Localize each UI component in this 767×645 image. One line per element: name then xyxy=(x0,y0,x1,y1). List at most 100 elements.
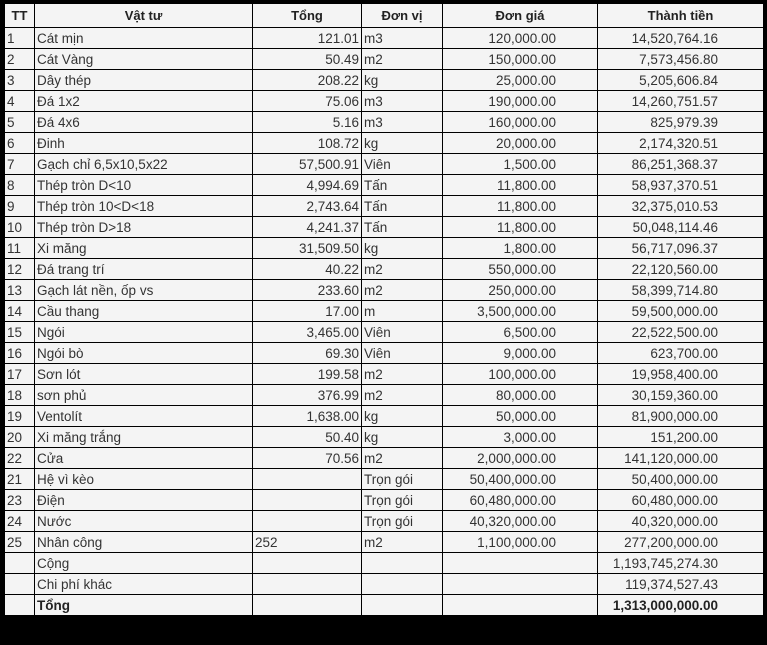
table-row: 16 Ngói bò 69.30 Viên 9,000.00 623,700.00 xyxy=(4,342,764,364)
cell-tt: 19 xyxy=(4,405,35,427)
cell-quantity: 50.49 xyxy=(252,48,362,70)
cell-quantity: 376.99 xyxy=(252,384,362,406)
cell-unit-price: 25,000.00 xyxy=(442,69,598,91)
table-header-row: TT Vật tư Tổng Đơn vị Đơn giá Thành tiền xyxy=(4,3,764,28)
cell-unit-price: 50,400,000.00 xyxy=(442,468,598,490)
cell-quantity xyxy=(252,468,362,490)
cell-material: Cửa xyxy=(34,447,253,469)
cell-tt: 3 xyxy=(4,69,35,91)
cell-quantity: 199.58 xyxy=(252,363,362,385)
table-row: 25 Nhân công 252 m2 1,100,000.00 277,200,000.… xyxy=(4,531,764,553)
materials-cost-table: TT Vật tư Tổng Đơn vị Đơn giá Thành tiền… xyxy=(4,3,764,616)
cell-amount: 56,717,096.37 xyxy=(597,237,764,259)
cell-unit: m2 xyxy=(361,258,443,280)
summary-row: Cộng 1,193,745,274.30 xyxy=(4,552,764,574)
cell-quantity: 4,994.69 xyxy=(252,174,362,196)
cell-unit-price: 80,000.00 xyxy=(442,384,598,406)
cell-unit: m2 xyxy=(361,531,443,553)
summary-label: Cộng xyxy=(34,552,253,574)
table-row: 24 Nước Trọn gói 40,320,000.00 40,320,000.00 xyxy=(4,510,764,532)
cell-unit: Tấn xyxy=(361,216,443,238)
cell-unit-price: 100,000.00 xyxy=(442,363,598,385)
cell-material: Đá 1x2 xyxy=(34,90,253,112)
cell-quantity: 75.06 xyxy=(252,90,362,112)
cell-tt: 17 xyxy=(4,363,35,385)
cell-tt: 15 xyxy=(4,321,35,343)
cell-tt: 4 xyxy=(4,90,35,112)
empty-cell xyxy=(361,573,443,595)
table-row: 4 Đá 1x2 75.06 m3 190,000.00 14,260,751.57 xyxy=(4,90,764,112)
cell-material: Ngói xyxy=(34,321,253,343)
cell-unit: kg xyxy=(361,69,443,91)
cell-unit-price: 190,000.00 xyxy=(442,90,598,112)
header-unit-price: Đơn giá xyxy=(442,3,598,28)
cell-material: Dây thép xyxy=(34,69,253,91)
cell-quantity: 252 xyxy=(252,531,362,553)
cell-amount: 50,400,000.00 xyxy=(597,468,764,490)
cell-tt: 1 xyxy=(4,27,35,49)
cell-amount: 40,320,000.00 xyxy=(597,510,764,532)
summary-label: Tổng xyxy=(34,594,253,616)
cell-amount: 22,522,500.00 xyxy=(597,321,764,343)
cell-tt: 6 xyxy=(4,132,35,154)
cell-material: Hệ vì kèo xyxy=(34,468,253,490)
cell-material: Ngói bò xyxy=(34,342,253,364)
cell-unit: kg xyxy=(361,405,443,427)
cell-unit-price: 3,500,000.00 xyxy=(442,300,598,322)
cell-unit-price: 120,000.00 xyxy=(442,27,598,49)
cell-unit-price: 2,000,000.00 xyxy=(442,447,598,469)
cell-unit-price: 160,000.00 xyxy=(442,111,598,133)
cell-amount: 60,480,000.00 xyxy=(597,489,764,511)
empty-cell xyxy=(442,573,598,595)
cell-material: Điện xyxy=(34,489,253,511)
cell-amount: 14,260,751.57 xyxy=(597,90,764,112)
table-row: 8 Thép tròn D<10 4,994.69 Tấn 11,800.00 58,93… xyxy=(4,174,764,196)
header-total-quantity: Tổng xyxy=(252,3,362,28)
cell-tt: 12 xyxy=(4,258,35,280)
cell-quantity: 108.72 xyxy=(252,132,362,154)
cell-tt: 22 xyxy=(4,447,35,469)
cell-unit-price: 3,000.00 xyxy=(442,426,598,448)
table-row: 3 Dây thép 208.22 kg 25,000.00 5,205,606.84 xyxy=(4,69,764,91)
cell-unit-price: 11,800.00 xyxy=(442,195,598,217)
cell-material: Thép tròn D>18 xyxy=(34,216,253,238)
cell-unit-price: 1,800.00 xyxy=(442,237,598,259)
cell-quantity: 121.01 xyxy=(252,27,362,49)
summary-amount: 1,313,000,000.00 xyxy=(597,594,764,616)
table-row: 14 Cầu thang 17.00 m 3,500,000.00 59,500,000.… xyxy=(4,300,764,322)
cell-tt: 2 xyxy=(4,48,35,70)
cell-amount: 81,900,000.00 xyxy=(597,405,764,427)
empty-cell xyxy=(252,552,362,574)
cell-quantity xyxy=(252,489,362,511)
cell-quantity: 17.00 xyxy=(252,300,362,322)
cell-unit: Tấn xyxy=(361,174,443,196)
cell-amount: 59,500,000.00 xyxy=(597,300,764,322)
cell-unit: m2 xyxy=(361,447,443,469)
summary-label: Chi phí khác xyxy=(34,573,253,595)
table-row: 20 Xi măng trắng 50.40 kg 3,000.00 151,200.00 xyxy=(4,426,764,448)
cell-tt: 13 xyxy=(4,279,35,301)
table-row: 10 Thép tròn D>18 4,241.37 Tấn 11,800.00 50,0… xyxy=(4,216,764,238)
cell-material: Sơn lót xyxy=(34,363,253,385)
cell-unit-price: 1,100,000.00 xyxy=(442,531,598,553)
cell-amount: 151,200.00 xyxy=(597,426,764,448)
cell-amount: 14,520,764.16 xyxy=(597,27,764,49)
table-row: 21 Hệ vì kèo Trọn gói 50,400,000.00 50,400,0… xyxy=(4,468,764,490)
cell-unit-price: 150,000.00 xyxy=(442,48,598,70)
table-row: 23 Điện Trọn gói 60,480,000.00 60,480,000.00 xyxy=(4,489,764,511)
table-row: 5 Đá 4x6 5.16 m3 160,000.00 825,979.39 xyxy=(4,111,764,133)
cell-tt: 11 xyxy=(4,237,35,259)
cell-quantity: 40.22 xyxy=(252,258,362,280)
cell-unit-price: 11,800.00 xyxy=(442,174,598,196)
table-row: 17 Sơn lót 199.58 m2 100,000.00 19,958,400.00 xyxy=(4,363,764,385)
cell-unit: m xyxy=(361,300,443,322)
cell-amount: 58,399,714.80 xyxy=(597,279,764,301)
cell-unit-price: 1,500.00 xyxy=(442,153,598,175)
cell-amount: 5,205,606.84 xyxy=(597,69,764,91)
cell-tt: 14 xyxy=(4,300,35,322)
cell-material: Thép tròn 10<D<18 xyxy=(34,195,253,217)
cell-tt: 10 xyxy=(4,216,35,238)
cell-tt: 20 xyxy=(4,426,35,448)
cell-amount: 32,375,010.53 xyxy=(597,195,764,217)
cell-material: Cầu thang xyxy=(34,300,253,322)
